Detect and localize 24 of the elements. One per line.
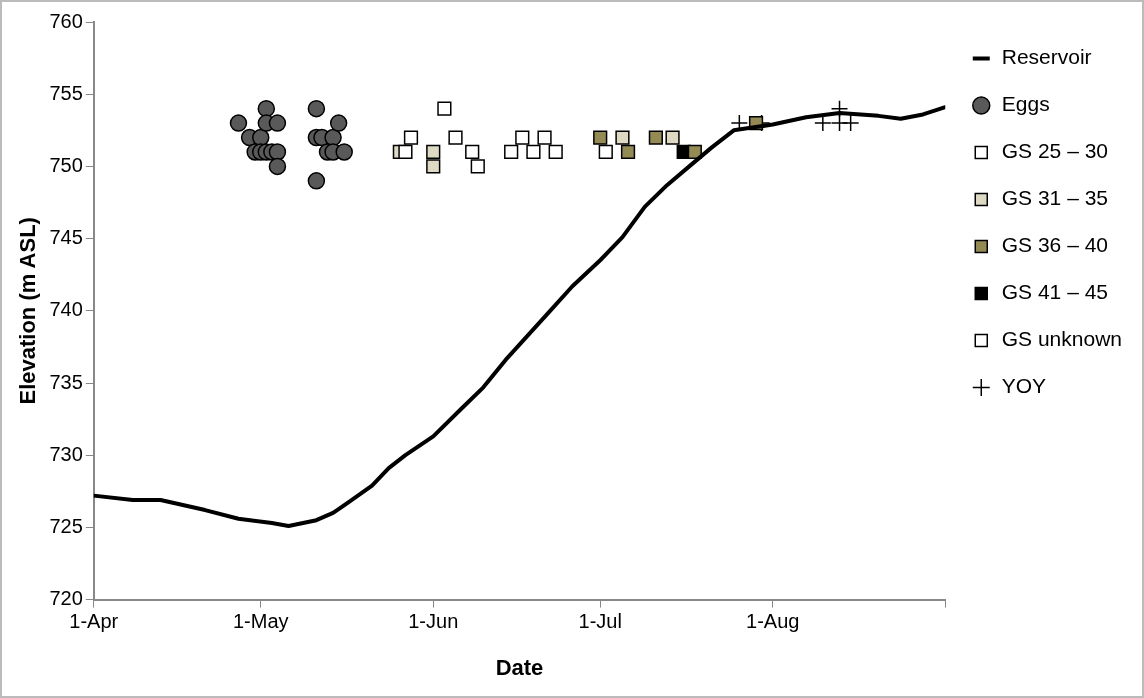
legend-label: Eggs	[1001, 92, 1050, 116]
y-tick-label: 735	[49, 370, 83, 393]
x-tick-label: 1-Jun	[408, 610, 459, 633]
x-axis-title: Date	[495, 654, 544, 680]
legend-label: GS 41 – 45	[1001, 280, 1109, 304]
x-tick-label: 1-Apr	[69, 610, 119, 633]
y-tick-label: 730	[49, 442, 83, 465]
legend-label: GS 25 – 30	[1001, 139, 1109, 163]
x-tick-label: 1-Aug	[746, 610, 800, 633]
legend-label: Reservoir	[1001, 45, 1092, 69]
x-tick-label: 1-Jul	[578, 610, 622, 633]
y-tick-label: 745	[49, 226, 83, 249]
y-tick-label: 740	[49, 298, 83, 321]
legend-label: YOY	[1001, 374, 1047, 398]
legend-label: GS 36 – 40	[1001, 233, 1109, 257]
y-tick-label: 750	[49, 153, 83, 176]
legend-label: GS 31 – 35	[1001, 186, 1109, 210]
legend-label: GS unknown	[1001, 327, 1123, 351]
y-axis-title: Elevation (m ASL)	[15, 217, 41, 405]
y-tick-label: 755	[49, 81, 83, 104]
y-tick-label: 760	[49, 9, 83, 32]
x-tick-label: 1-May	[232, 610, 289, 633]
y-tick-label: 725	[49, 514, 83, 537]
y-tick-label: 720	[49, 587, 83, 610]
